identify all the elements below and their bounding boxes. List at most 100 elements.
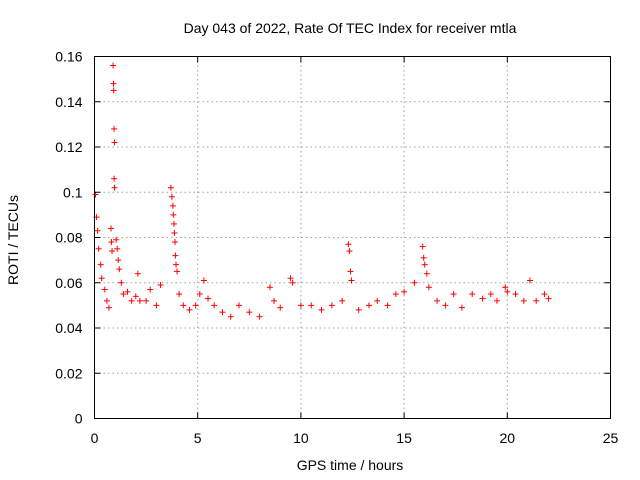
data-point [174,268,181,275]
data-point [136,297,143,304]
y-tick-label: 0.14 [55,94,82,110]
data-point [411,279,418,286]
data-point [205,295,212,302]
data-point [442,302,449,309]
data-point [196,291,203,298]
axis-ticks: 0 5 10 15 20 25 0 0.02 0.04 0.06 0.08 0.1 0.12 0.14 0.… [55,49,618,447]
data-point [450,291,457,298]
data-point [113,236,120,243]
data-point [504,288,511,295]
data-point [479,295,486,302]
data-point [512,291,519,298]
data-point [420,254,427,261]
data-point [425,284,432,291]
data-point [423,270,430,277]
data-point [167,184,174,191]
data-point [384,302,391,309]
y-tick-label: 0.06 [55,275,82,291]
data-point [153,302,160,309]
data-point [120,291,127,298]
y-tick-label: 0.04 [55,320,82,336]
data-point [171,229,178,236]
data-point [143,297,150,304]
data-point [527,277,534,284]
y-tick-label: 0 [75,411,83,427]
data-point [434,297,441,304]
data-point [346,248,353,255]
data-point [256,313,263,320]
data-point [105,304,112,311]
data-point [108,225,115,232]
data-points [92,62,552,320]
data-point [192,302,199,309]
data-point [110,62,117,69]
data-point [147,286,154,293]
data-point [308,302,315,309]
y-tick-label: 0.12 [55,139,82,155]
x-tick-label: 25 [603,430,619,446]
data-point [109,248,116,255]
data-point [94,227,101,234]
data-point [171,239,178,246]
y-tick-label: 0.08 [55,230,82,246]
data-point [95,245,102,252]
data-point [186,306,193,313]
data-point [97,261,104,268]
data-point [287,275,294,282]
x-tick-label: 20 [500,430,516,446]
data-point [348,277,355,284]
data-point [110,80,117,87]
x-tick-label: 10 [293,430,309,446]
data-point [98,275,105,282]
data-point [374,297,381,304]
data-point [502,284,509,291]
data-point [108,239,115,246]
data-point [103,297,110,304]
data-point [169,202,176,209]
data-point [170,220,177,227]
data-point [533,297,540,304]
data-point [318,306,325,313]
data-point [328,302,335,309]
chart-title: Day 043 of 2022, Rate Of TEC Index for r… [184,20,517,36]
data-point [235,302,242,309]
data-point [271,297,278,304]
data-point [116,266,123,273]
data-point [545,295,552,302]
data-point [111,175,118,182]
data-point [339,297,346,304]
data-point [172,252,179,259]
x-tick-label: 0 [91,430,99,446]
x-tick-label: 15 [396,430,412,446]
data-point [419,243,426,250]
data-point [392,291,399,298]
data-point [111,184,118,191]
data-point [355,306,362,313]
data-point [366,302,373,309]
grid-lines [94,56,611,419]
data-point [277,304,284,311]
data-point [421,261,428,268]
data-point [458,304,465,311]
data-point [168,193,175,200]
data-point [289,279,296,286]
data-point [170,211,177,218]
data-point [200,277,207,284]
data-point [297,302,304,309]
y-tick-label: 0.16 [55,49,82,65]
data-point [180,302,187,309]
data-point [211,302,218,309]
data-point [493,297,500,304]
data-point [114,245,121,252]
data-point [134,270,141,277]
y-axis-label: ROTI / TECUs [5,195,21,285]
data-point [401,288,408,295]
data-point [111,139,118,146]
data-point [110,87,117,94]
data-point [266,284,273,291]
data-point [111,125,118,132]
y-tick-label: 0.02 [55,365,82,381]
data-point [124,288,131,295]
data-point [132,293,139,300]
